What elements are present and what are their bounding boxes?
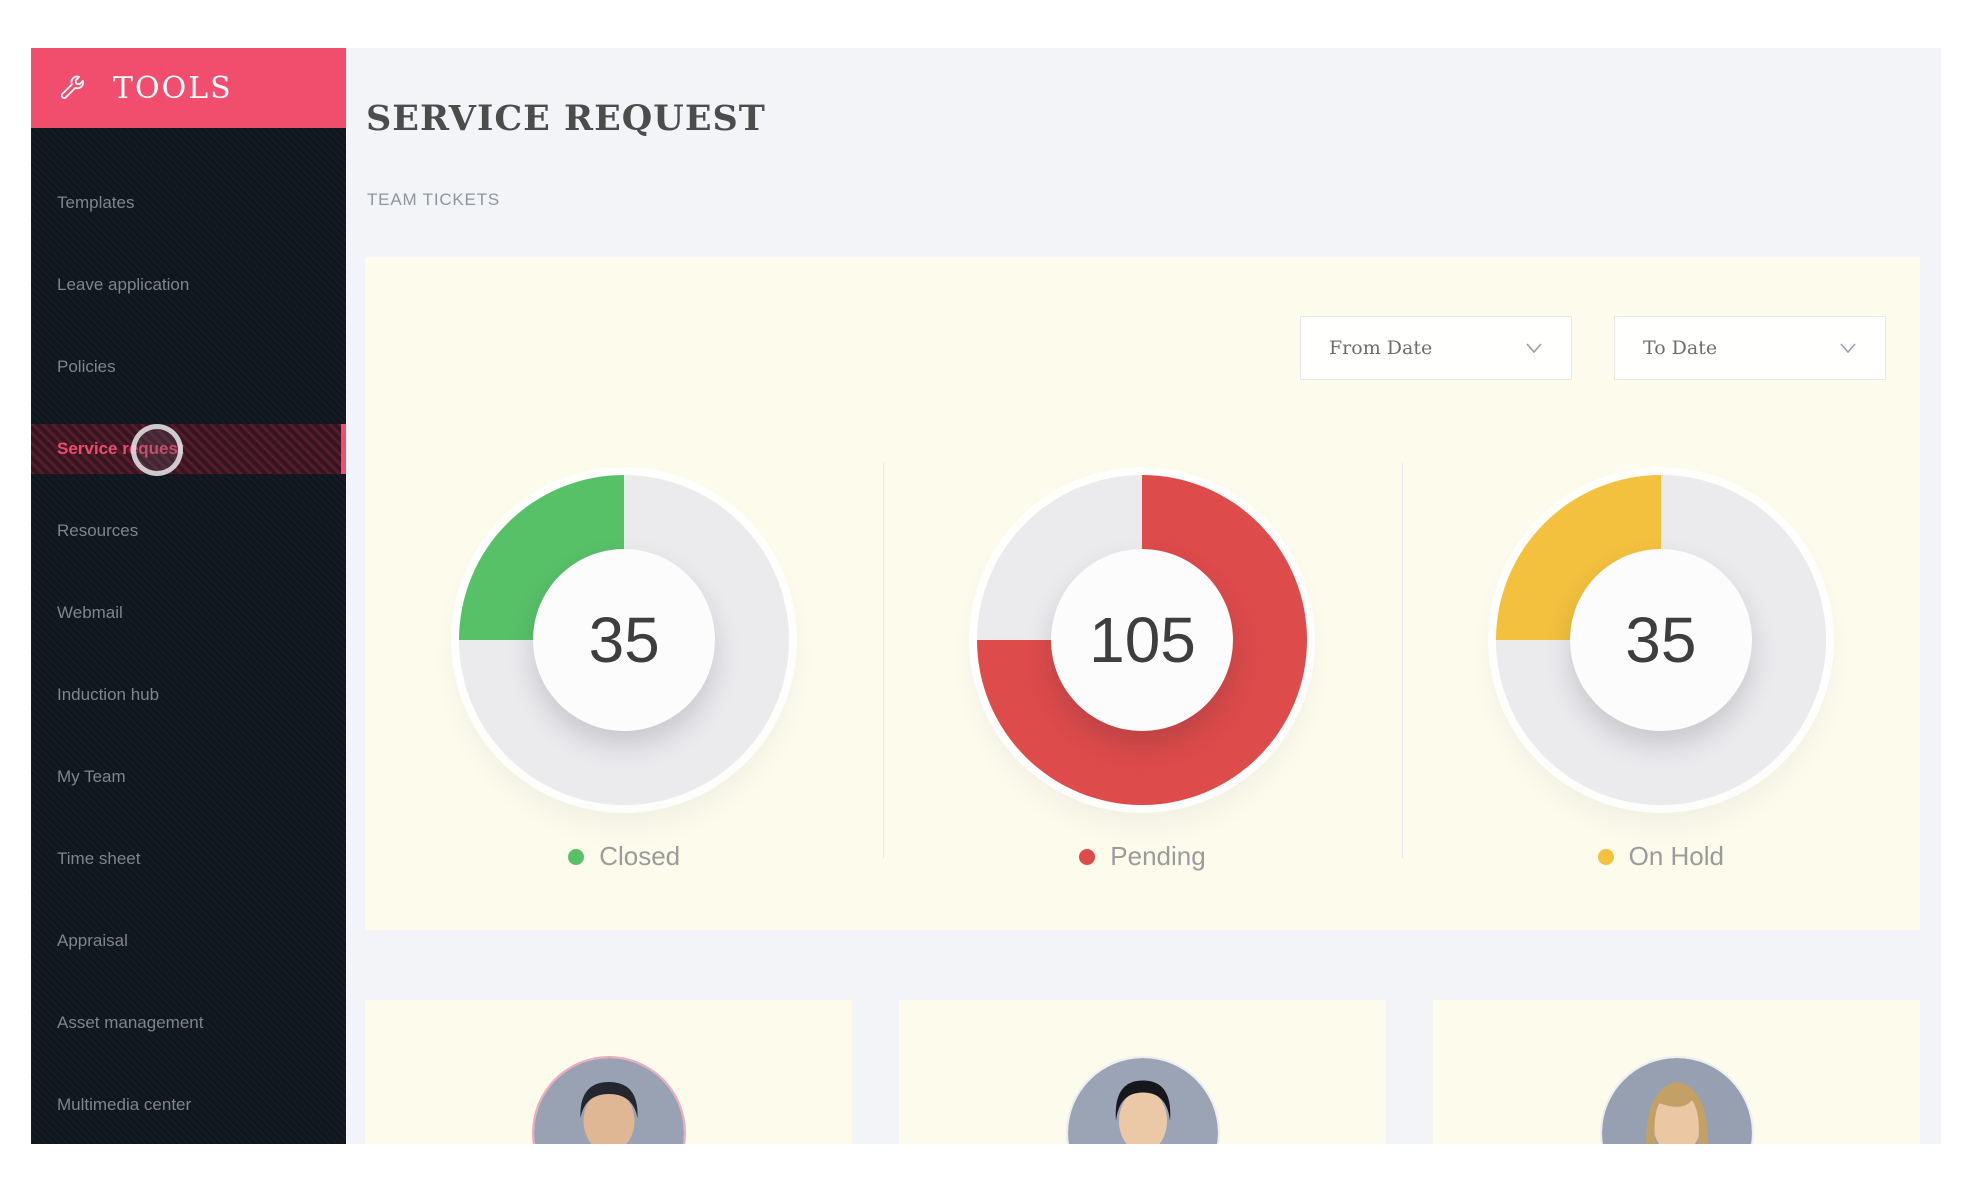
- sidebar-item-asset-management[interactable]: Asset management: [57, 1013, 204, 1032]
- sidebar-header: TOOLS: [31, 48, 346, 128]
- sidebar-item-leave-application[interactable]: Leave application: [57, 275, 190, 294]
- sidebar-item-my-team[interactable]: My Team: [57, 767, 126, 786]
- legend-label: On Hold: [1628, 841, 1725, 871]
- legend-pending: Pending: [1079, 841, 1206, 872]
- gauge-value: 35: [588, 604, 660, 676]
- sidebar-item-time-sheet[interactable]: Time sheet: [57, 849, 141, 868]
- from-date-label: From Date: [1329, 337, 1433, 359]
- team-member-card[interactable]: [365, 1000, 852, 1144]
- donut-chart-pending: 105: [977, 475, 1308, 805]
- avatar: [533, 1058, 684, 1144]
- sidebar-item-service-request[interactable]: Service request: [31, 408, 346, 490]
- team-member-card[interactable]: [899, 1000, 1386, 1144]
- main-content: SERVICE REQUEST TEAM TICKETS From Date T…: [346, 48, 1941, 1144]
- chevron-down-icon: [1526, 343, 1542, 354]
- cursor-click-indicator: [131, 424, 183, 476]
- sidebar-item-webmail[interactable]: Webmail: [57, 603, 123, 622]
- gauge-on-hold: 35 On Hold: [1401, 463, 1920, 872]
- avatar: [1601, 1058, 1752, 1144]
- legend-on-hold: On Hold: [1597, 841, 1725, 872]
- avatar-photo-man-short-hair: [1067, 1058, 1218, 1144]
- team-tickets-card: From Date To Date 35 Closed: [365, 257, 1920, 930]
- from-date-dropdown[interactable]: From Date: [1300, 316, 1572, 380]
- avatar: [1067, 1058, 1218, 1144]
- to-date-dropdown[interactable]: To Date: [1614, 316, 1886, 380]
- sidebar-item-resources[interactable]: Resources: [57, 521, 139, 540]
- chevron-down-icon: [1840, 343, 1856, 354]
- legend-dot: [1597, 848, 1614, 865]
- avatar-photo-man-dark-hair: [533, 1058, 684, 1144]
- sidebar-item-multimedia-center[interactable]: Multimedia center: [57, 1095, 192, 1114]
- legend-closed: Closed: [568, 841, 680, 872]
- legend-label: Pending: [1110, 841, 1206, 871]
- sidebar-menu: Templates Leave application Policies Ser…: [31, 162, 346, 1144]
- donut-chart-on-hold: 35: [1495, 475, 1826, 805]
- wrench-icon: [60, 75, 84, 99]
- to-date-label: To Date: [1643, 337, 1718, 359]
- gauge-closed: 35 Closed: [365, 475, 883, 872]
- sidebar-item-induction-hub[interactable]: Induction hub: [57, 685, 160, 704]
- sidebar-item-policies[interactable]: Policies: [57, 357, 116, 376]
- legend-dot: [568, 848, 585, 865]
- page-title: SERVICE REQUEST: [366, 98, 766, 139]
- legend-label: Closed: [599, 841, 681, 871]
- app-window: TOOLS Templates Leave application Polici…: [31, 48, 1941, 1144]
- ticket-gauges: 35 Closed 105 Pending: [365, 463, 1920, 872]
- avatar-photo-woman-blonde: [1601, 1058, 1752, 1144]
- gauge-value: 35: [1625, 604, 1697, 676]
- sidebar-item-templates[interactable]: Templates: [57, 193, 135, 212]
- sidebar: TOOLS Templates Leave application Polici…: [31, 48, 346, 1144]
- team-member-cards: [365, 1000, 1920, 1144]
- legend-dot: [1079, 848, 1096, 865]
- gauge-value: 105: [1089, 604, 1196, 676]
- gauge-pending: 105 Pending: [883, 463, 1401, 872]
- page-subtitle: TEAM TICKETS: [367, 190, 501, 209]
- sidebar-title: TOOLS: [113, 70, 233, 106]
- donut-chart-closed: 35: [459, 475, 790, 805]
- team-member-card[interactable]: [1433, 1000, 1920, 1144]
- sidebar-item-appraisal[interactable]: Appraisal: [57, 931, 128, 950]
